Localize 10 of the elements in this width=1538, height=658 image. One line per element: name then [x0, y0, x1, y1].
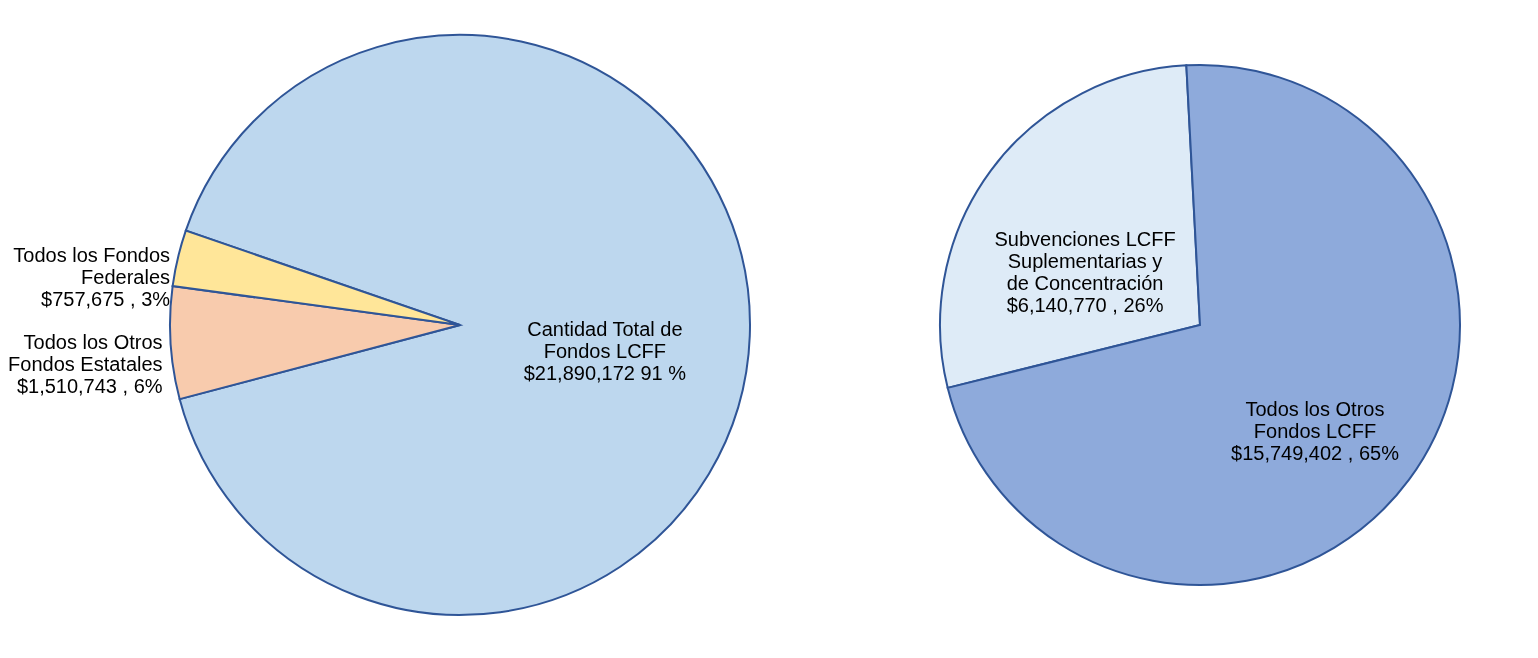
- data-label: $15,749,402 , 65%: [1231, 442, 1400, 465]
- data-label: $6,140,770 , 26%: [1006, 293, 1164, 316]
- data-label: $1,510,743 , 6%: [16, 375, 163, 398]
- slice-label: Todos los Fondos Federales: [13, 244, 171, 289]
- slice-label: Todos los Otros Fondos LCFF: [1245, 398, 1385, 443]
- data-label: $757,675 , 3%: [41, 288, 171, 311]
- slice-label: Cantidad Total de Fondos LCFF: [527, 318, 683, 363]
- slice-label: Todos los Otros Fondos Estatales: [8, 331, 163, 376]
- data-label: $21,890,172 91 %: [523, 362, 687, 385]
- slice-label: Subvenciones LCFF Suplementarias y de Concentración: [994, 227, 1176, 294]
